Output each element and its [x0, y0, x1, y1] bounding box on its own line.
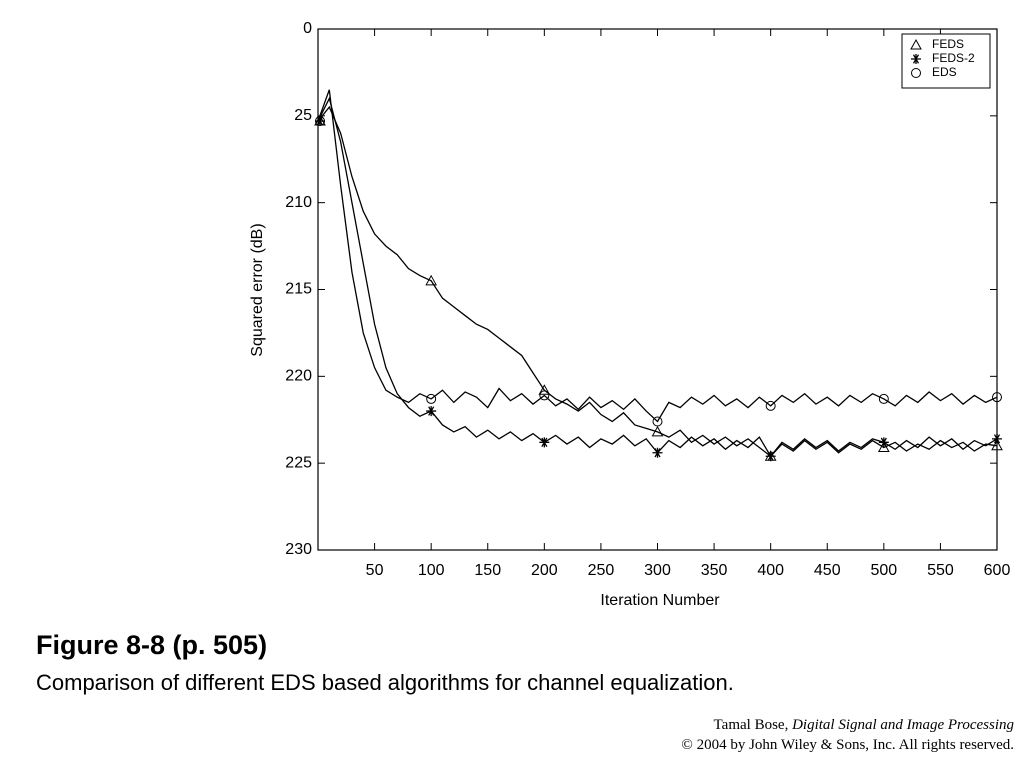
y-tick-label: 25	[294, 107, 312, 124]
x-tick-label: 400	[757, 562, 784, 579]
plot-frame	[317, 28, 998, 551]
marker-asterisk	[992, 433, 1002, 444]
chart: Squared error (dB) Iteration Number 0 25 2…	[249, 20, 1011, 609]
legend-label: FEDS-2	[932, 51, 975, 65]
marker-triangle	[877, 441, 890, 453]
y-tick-label: 225	[285, 454, 312, 471]
x-tick-label: 500	[870, 562, 897, 579]
series-line	[317, 89, 998, 423]
y-tick-label: 220	[285, 368, 312, 385]
credit: Tamal Bose, Digital Signal and Image Pro…	[681, 715, 1014, 755]
marker-asterisk	[911, 54, 921, 64]
y-tick-label: 0	[303, 20, 312, 37]
series-line	[317, 96, 998, 458]
marker-circle	[315, 116, 325, 127]
x-axis-label: Iteration Number	[600, 592, 720, 609]
marker-circle	[878, 393, 889, 404]
figure-label: Figure 8-8 (p. 505)	[36, 630, 268, 660]
x-tick-label: 50	[366, 562, 384, 579]
series-line	[317, 105, 998, 458]
marker-asterisk	[315, 116, 325, 127]
x-tick-label: 300	[644, 562, 671, 579]
marker-circle	[652, 416, 663, 427]
marker-asterisk	[539, 437, 550, 448]
y-tick-label: 215	[285, 281, 312, 298]
caption: Comparison of different EDS based algori…	[36, 670, 734, 695]
marker-circle	[765, 400, 776, 411]
marker-asterisk	[878, 437, 889, 448]
marker-triangle	[651, 425, 664, 437]
x-tick-label: 600	[984, 562, 1011, 579]
marker-asterisk	[652, 447, 663, 458]
marker-triangle	[425, 274, 438, 286]
marker-asterisk	[765, 451, 776, 462]
x-tick-label: 100	[418, 562, 445, 579]
author: Tamal Bose,	[713, 717, 789, 733]
x-tick-label: 450	[814, 562, 841, 579]
credit-line: Tamal Bose, Digital Signal and Image Pro…	[681, 715, 1014, 735]
marker-circle	[426, 393, 437, 404]
y-axis-label: Squared error (dB)	[249, 223, 266, 356]
x-tick-label: 550	[927, 562, 954, 579]
x-tick-label: 350	[701, 562, 728, 579]
x-tick-label: 150	[474, 562, 501, 579]
marker-circle	[911, 68, 921, 78]
y-tick-label: 210	[285, 194, 312, 211]
x-tick-label: 200	[531, 562, 558, 579]
marker-triangle	[538, 384, 551, 395]
marker-circle	[992, 392, 1002, 403]
marker-triangle	[991, 439, 1003, 451]
copyright: © 2004 by John Wiley & Sons, Inc. All ri…	[681, 737, 1014, 753]
marker-asterisk	[426, 406, 437, 417]
marker-circle	[539, 390, 550, 401]
legend-label: FEDS	[932, 37, 964, 51]
x-tick-label: 250	[588, 562, 615, 579]
legend-label: EDS	[932, 65, 957, 79]
book-title: Digital Signal and Image Processing	[792, 717, 1014, 733]
y-tick-label: 230	[285, 541, 312, 558]
marker-triangle	[910, 38, 922, 50]
